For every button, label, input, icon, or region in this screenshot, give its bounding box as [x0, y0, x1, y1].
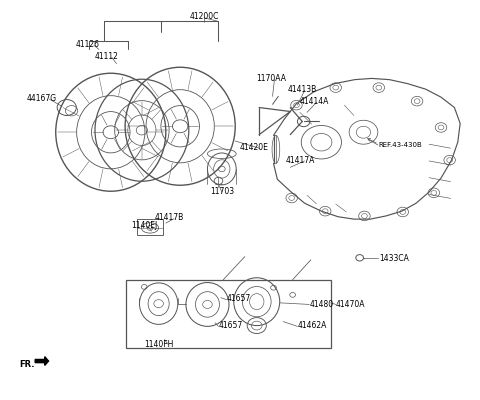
Text: 41420E: 41420E — [240, 143, 269, 152]
Text: 41462A: 41462A — [298, 321, 327, 330]
Text: 41414A: 41414A — [300, 97, 329, 106]
Text: 1140FH: 1140FH — [144, 340, 173, 349]
Text: 41470A: 41470A — [336, 300, 365, 309]
Text: REF.43-430B: REF.43-430B — [379, 142, 422, 148]
Text: 41657: 41657 — [227, 294, 251, 303]
Text: 41657: 41657 — [218, 321, 243, 330]
Bar — [137, 219, 163, 235]
Text: 41126: 41126 — [76, 40, 100, 49]
Text: 11703: 11703 — [210, 187, 234, 196]
Text: 1170AA: 1170AA — [256, 74, 286, 83]
Polygon shape — [35, 357, 48, 366]
Text: 41417B: 41417B — [155, 214, 184, 222]
Text: 41112: 41112 — [95, 52, 119, 61]
Text: FR.: FR. — [19, 360, 35, 369]
Bar — [126, 280, 331, 348]
Text: 41413B: 41413B — [288, 85, 317, 94]
Text: 1433CA: 1433CA — [379, 254, 408, 264]
Text: 1140EJ: 1140EJ — [131, 222, 157, 230]
Text: 41417A: 41417A — [285, 156, 314, 165]
Text: 44167G: 44167G — [26, 94, 57, 103]
Text: 41200C: 41200C — [190, 12, 219, 21]
Text: 41480: 41480 — [310, 300, 334, 309]
